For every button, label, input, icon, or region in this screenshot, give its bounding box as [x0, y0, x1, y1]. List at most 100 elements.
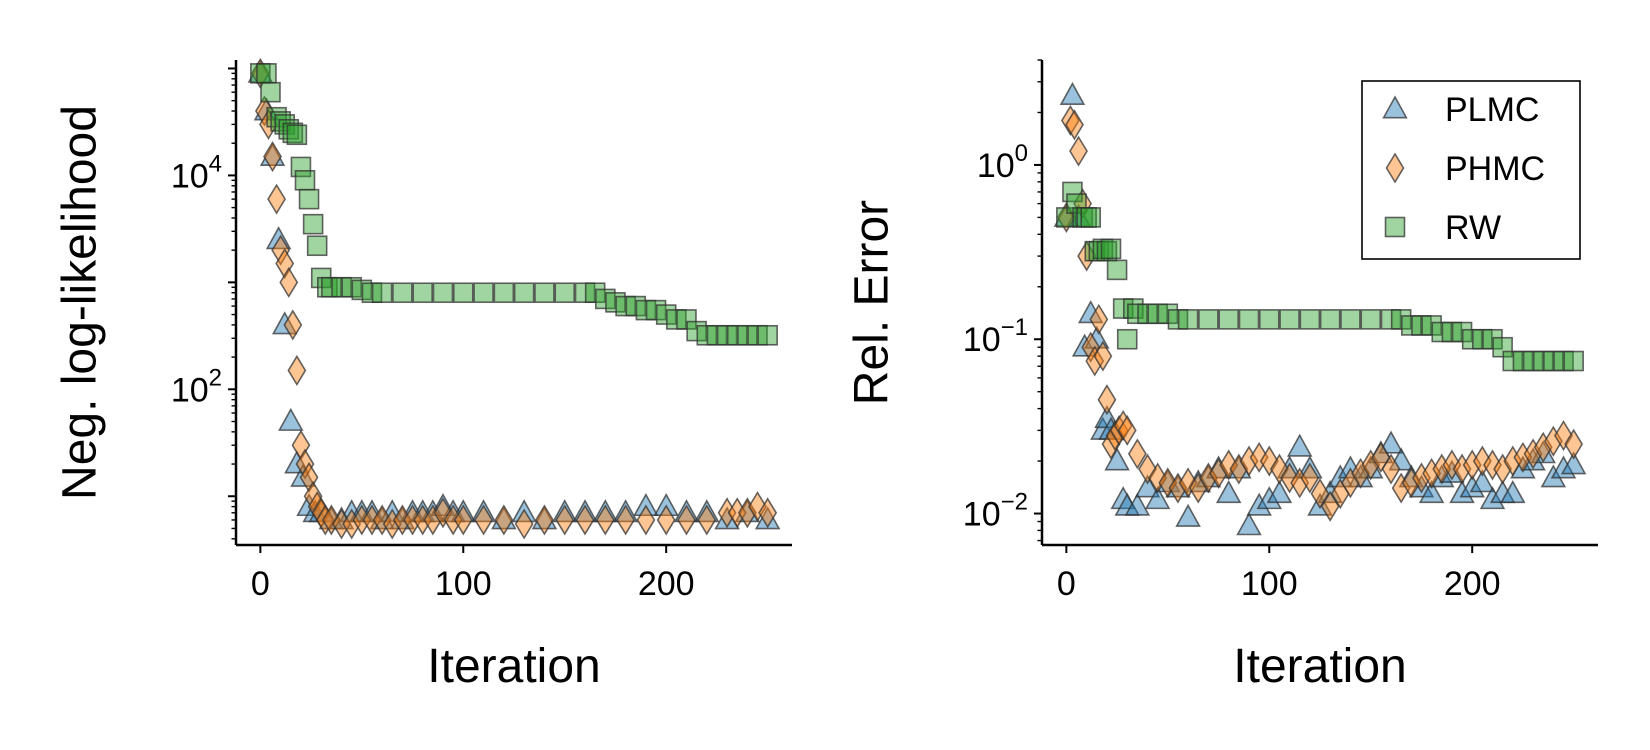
point-phmc [267, 183, 287, 215]
point-plmc [1418, 480, 1445, 504]
legend-entry-plmc: PLMC [1382, 91, 1539, 129]
legend-label: PLMC [1445, 91, 1539, 129]
point-rw [260, 81, 281, 103]
series-phmc [250, 57, 778, 540]
point-phmc [1178, 467, 1198, 499]
y-axis-label: Neg. log-likelihood [54, 105, 107, 500]
point-rw [1198, 309, 1219, 330]
legend-entry-rw: RW [1384, 209, 1501, 247]
point-phmc [656, 504, 676, 536]
point-phmc [1073, 188, 1093, 220]
point-rw [1258, 309, 1280, 330]
point-phmc [1493, 453, 1513, 485]
point-phmc [555, 504, 575, 536]
point-phmc [1113, 409, 1133, 442]
point-plmc [1059, 81, 1086, 106]
point-rw [1218, 309, 1239, 330]
point-phmc [392, 504, 412, 536]
point-phmc [1381, 453, 1401, 485]
point-phmc [1259, 445, 1279, 477]
markers [247, 57, 781, 540]
point-phmc [1127, 438, 1147, 470]
point-rw [757, 324, 778, 346]
point-rw [306, 235, 328, 257]
point-plmc [1256, 486, 1283, 510]
point-phmc [1422, 457, 1442, 489]
point-phmc [283, 309, 303, 341]
point-phmc [717, 497, 737, 529]
y-axis-label: Rel. Error [846, 200, 899, 405]
point-rw [392, 282, 413, 304]
y-tick-label: 100 [977, 140, 1028, 185]
point-phmc [1351, 457, 1371, 489]
point-phmc [494, 504, 514, 536]
point-rw [412, 282, 433, 304]
point-phmc [737, 497, 757, 529]
point-phmc [636, 504, 656, 536]
point-phmc [254, 95, 274, 127]
point-rw [302, 213, 324, 235]
x-tick-label: 200 [1444, 565, 1501, 603]
point-phmc [1300, 462, 1320, 494]
point-phmc [758, 497, 778, 529]
point-phmc [748, 491, 767, 523]
point-rw [513, 282, 535, 304]
point-rw [256, 63, 277, 84]
point-plmc [1266, 480, 1293, 504]
point-phmc [1361, 449, 1381, 481]
x-tick-label: 200 [638, 565, 695, 603]
point-rw [1116, 328, 1138, 350]
point-rw [534, 282, 555, 304]
point-plmc [1560, 451, 1587, 475]
point-phmc [1148, 462, 1168, 494]
point-phmc [1077, 240, 1097, 272]
point-phmc [332, 508, 351, 540]
point-phmc [1168, 472, 1188, 504]
legend-entry-phmc: PHMC [1385, 150, 1545, 188]
chart-neg-log-likelihood: 0 100 200 102 104 Iteration Neg. log-likelihoo… [54, 57, 792, 693]
point-rw [1279, 309, 1300, 330]
point-plmc [1378, 430, 1404, 454]
chart-rel-error: 0 100 200 10−2 10−1 100 Iteration Rel. Error PLM… [846, 59, 1598, 693]
point-plmc [1175, 503, 1201, 527]
legend-frame [1361, 80, 1581, 260]
point-plmc [1408, 474, 1435, 498]
point-phmc [295, 448, 315, 480]
point-phmc [1341, 467, 1360, 499]
markers [1053, 81, 1587, 536]
point-phmc [1209, 457, 1228, 489]
x-axis-label: Iteration [1233, 640, 1406, 693]
series-phmc [1056, 104, 1584, 522]
point-phmc [1198, 462, 1218, 494]
point-phmc [303, 480, 323, 512]
point-phmc [315, 504, 335, 536]
point-phmc [263, 141, 282, 173]
point-phmc [291, 429, 311, 461]
series-plmc [1053, 81, 1587, 536]
point-rw [1340, 309, 1361, 330]
point-phmc [1554, 420, 1573, 452]
point-phmc [1564, 428, 1584, 460]
point-plmc [1469, 469, 1496, 493]
point-plmc [1215, 480, 1242, 504]
point-phmc [1229, 453, 1249, 485]
point-phmc [1401, 467, 1421, 499]
point-phmc [535, 504, 554, 536]
point-phmc [1412, 462, 1431, 494]
point-rw [1563, 350, 1584, 372]
point-rw [1299, 309, 1321, 330]
point-phmc [697, 504, 717, 536]
point-rw [1319, 309, 1341, 330]
point-rw [294, 170, 316, 191]
point-plmc [1124, 492, 1151, 516]
x-tick-label: 0 [251, 565, 270, 603]
point-rw [371, 282, 393, 304]
point-phmc [362, 504, 382, 536]
y-tick-label: 102 [171, 364, 222, 409]
point-phmc [474, 504, 493, 536]
point-phmc [1089, 303, 1109, 335]
point-phmc [1117, 414, 1137, 446]
point-phmc [443, 504, 463, 536]
legend-marker-phmc [1385, 152, 1405, 184]
